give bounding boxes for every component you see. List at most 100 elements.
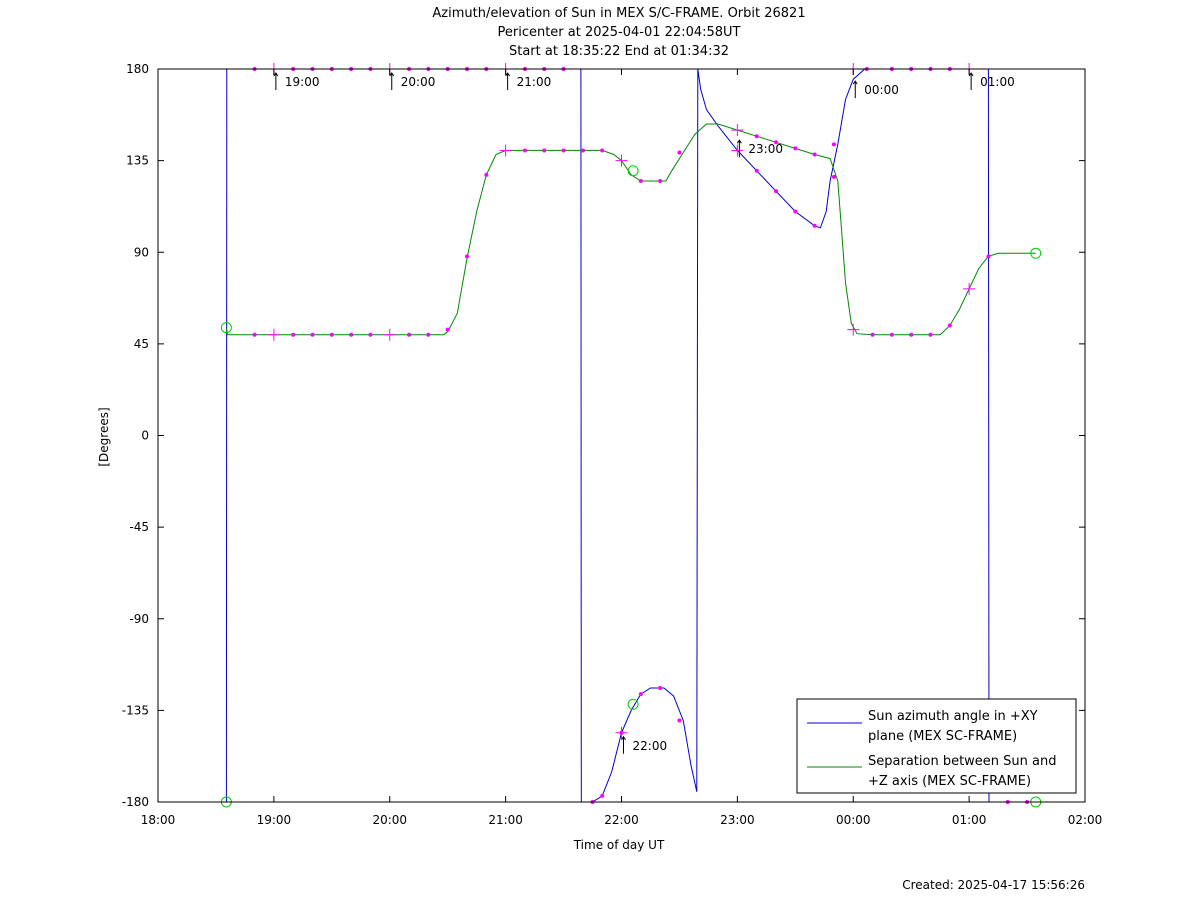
- time-annotation-label: 20:00: [401, 75, 436, 89]
- dot-marker: [889, 332, 894, 337]
- y-tick-label: 135: [126, 154, 149, 168]
- time-annotation-arrow: [389, 72, 395, 90]
- dot-marker: [658, 178, 663, 183]
- cross-marker: [963, 282, 976, 295]
- x-tick-label: 22:00: [604, 813, 639, 827]
- legend-box: [796, 698, 1077, 794]
- y-tick-label: -180: [122, 795, 149, 809]
- time-annotation-label: 21:00: [517, 75, 552, 89]
- dot-marker: [368, 332, 373, 337]
- circle-marker: [627, 698, 639, 710]
- circle-marker: [1030, 247, 1042, 259]
- x-tick-label: 02:00: [1068, 813, 1103, 827]
- y-tick-label: -90: [129, 612, 149, 626]
- y-axis-label: [Degrees]: [97, 407, 111, 466]
- dot-marker: [754, 168, 759, 173]
- dot-marker: [677, 150, 682, 155]
- cross-marker: [731, 144, 744, 157]
- x-tick-label: 20:00: [372, 813, 407, 827]
- legend-label-separation-line2: +Z axis (MEX SC-FRAME): [868, 774, 1031, 789]
- dot-marker: [831, 174, 836, 179]
- dot-marker: [465, 254, 469, 259]
- circle-marker: [627, 165, 639, 177]
- dot-marker: [600, 148, 605, 153]
- dot-marker: [928, 332, 933, 337]
- dot-marker: [522, 148, 527, 153]
- time-annotation-label: 01:00: [980, 75, 1015, 89]
- legend-label-separation-line1: Separation between Sun and: [868, 754, 1056, 769]
- cross-marker: [499, 144, 512, 157]
- chart-title: Azimuth/elevation of Sun in MEX S/C-FRAM…: [432, 6, 805, 21]
- dot-marker: [793, 146, 798, 151]
- time-annotation-arrow: [273, 72, 279, 90]
- dot-marker: [600, 793, 605, 798]
- cross-marker: [731, 124, 744, 137]
- dot-marker: [542, 148, 547, 153]
- legend-label-azimuth-line2: plane (MEX SC-FRAME): [868, 729, 1017, 744]
- plot-area: 19:00 20:00 21:00 22:00 23:00 00:00 01:00: [220, 63, 1042, 808]
- dot-marker: [658, 685, 663, 690]
- legend-label-azimuth-line1: Sun azimuth angle in +XY: [868, 709, 1038, 724]
- y-tick-label: 45: [134, 337, 149, 351]
- dot-marker: [310, 332, 315, 337]
- dot-marker: [774, 189, 778, 194]
- cross-marker: [383, 328, 396, 341]
- dot-marker: [870, 332, 875, 337]
- chart-subtitle-pericenter: Pericenter at 2025-04-01 22:04:58UT: [497, 25, 740, 40]
- plot-frame: [157, 68, 1086, 803]
- x-tick-label: 21:00: [488, 813, 523, 827]
- legend: Sun azimuth angle in +XY plane (MEX SC-F…: [796, 698, 1077, 794]
- time-annotation-label: 23:00: [748, 142, 783, 156]
- time-annotation-label: 19:00: [285, 75, 320, 89]
- x-tick-label: 01:00: [952, 813, 987, 827]
- time-annotation-label: 22:00: [633, 739, 668, 753]
- dot-marker: [407, 332, 412, 337]
- dot-marker: [986, 254, 991, 259]
- y-tick-label: -135: [122, 703, 149, 717]
- dot-marker: [831, 142, 836, 147]
- dot-marker: [774, 140, 778, 145]
- created-timestamp: Created: 2025-04-17 15:56:26: [902, 878, 1085, 892]
- series-line-separation: [225, 123, 1036, 336]
- dot-marker: [426, 332, 431, 337]
- series-line-azimuth: [225, 68, 1036, 803]
- dot-marker: [445, 327, 450, 332]
- cross-marker: [267, 328, 280, 341]
- dot-marker: [291, 332, 296, 337]
- time-annotation-arrow: [621, 735, 626, 754]
- dot-marker: [561, 148, 566, 153]
- time-annotation-label: 00:00: [864, 83, 899, 97]
- y-tick-label: 180: [126, 62, 149, 76]
- dot-marker: [947, 323, 952, 328]
- dot-marker: [638, 692, 643, 697]
- x-axis-label: Time of day UT: [573, 838, 665, 852]
- time-annotation-arrow: [852, 80, 858, 99]
- time-annotation-arrow: [736, 139, 742, 158]
- axis-ticks: 18:00 19:00 20:00 21:00 22:00 23:00 00:00 01:00…: [122, 62, 1103, 827]
- cross-marker: [615, 154, 628, 167]
- dot-marker: [812, 223, 817, 228]
- cross-marker: [615, 726, 628, 739]
- dot-marker: [484, 172, 489, 177]
- dot-marker: [812, 152, 817, 157]
- x-tick-label: 19:00: [257, 813, 292, 827]
- y-tick-label: 90: [134, 245, 149, 259]
- dot-marker: [909, 332, 914, 337]
- y-tick-label: -45: [129, 520, 149, 534]
- x-tick-label: 18:00: [141, 813, 176, 827]
- dot-marker: [329, 332, 334, 337]
- dot-marker: [349, 332, 354, 337]
- time-annotation-arrow: [968, 72, 974, 90]
- dot-marker: [677, 718, 682, 723]
- chart-subtitle-span: Start at 18:35:22 End at 01:34:32: [509, 44, 729, 59]
- dot-marker: [754, 134, 759, 139]
- dot-marker: [580, 148, 585, 153]
- dot-marker: [638, 178, 643, 183]
- dot-marker: [793, 209, 798, 214]
- y-tick-label: 0: [141, 429, 149, 443]
- circle-marker: [220, 322, 232, 334]
- x-tick-label: 00:00: [836, 813, 871, 827]
- cross-marker: [847, 323, 860, 336]
- time-annotation-arrow: [505, 72, 511, 90]
